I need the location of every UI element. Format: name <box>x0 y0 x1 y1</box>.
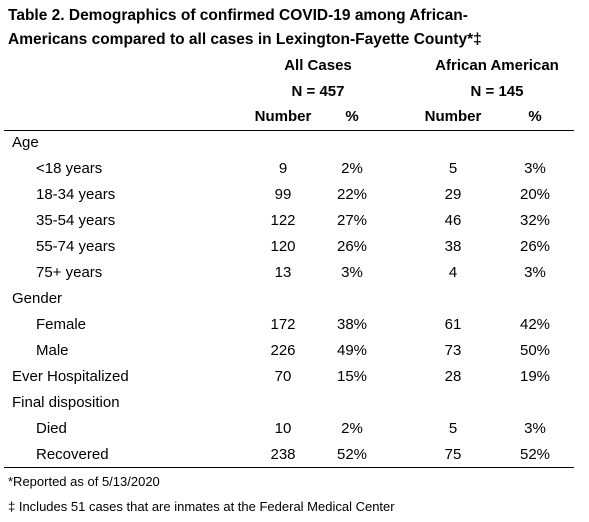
row-label: 55-74 years <box>36 238 116 255</box>
cell: 28 <box>444 368 462 385</box>
cell: 238 <box>270 446 296 463</box>
cell: 52% <box>519 446 551 463</box>
column-header: Number <box>424 108 482 125</box>
row-label: 75+ years <box>36 264 103 281</box>
cell: 22% <box>336 186 368 203</box>
group-n: N = 145 <box>470 83 524 100</box>
cell: 3% <box>524 160 546 177</box>
cell: 49% <box>336 342 368 359</box>
title-line: Table 2. Demographics of confirmed COVID… <box>8 7 468 24</box>
cell: 46 <box>444 212 462 229</box>
group-header: All Cases <box>284 57 352 74</box>
row-label: Died <box>36 420 67 437</box>
group-header: African American <box>435 57 559 74</box>
footnote: ‡ Includes 51 cases that are inmates at … <box>8 499 395 514</box>
header-rule <box>4 130 574 131</box>
footnote: *Reported as of 5/13/2020 <box>8 474 160 489</box>
row-label: 18-34 years <box>36 186 116 203</box>
cell: 27% <box>336 212 368 229</box>
cell: 3% <box>524 264 546 281</box>
cell: 5 <box>448 420 458 437</box>
cell: 70 <box>274 368 292 385</box>
cell: 29 <box>444 186 462 203</box>
row-label: Age <box>12 134 39 151</box>
cell: 4 <box>448 264 458 281</box>
title-line: Americans compared to all cases in Lexin… <box>8 31 482 48</box>
row-label: Female <box>36 316 87 333</box>
cell: 3% <box>341 264 363 281</box>
column-header: % <box>345 108 359 125</box>
row-label: 35-54 years <box>36 212 116 229</box>
cell: 75 <box>444 446 462 463</box>
cell: 9 <box>278 160 288 177</box>
group-n: N = 457 <box>291 83 345 100</box>
cell: 3% <box>524 420 546 437</box>
row-label: Gender <box>12 290 63 307</box>
cell: 10 <box>274 420 292 437</box>
cell: 26% <box>519 238 551 255</box>
cell: 226 <box>270 342 296 359</box>
cell: 73 <box>444 342 462 359</box>
cell: 42% <box>519 316 551 333</box>
cell: 20% <box>519 186 551 203</box>
cell: 99 <box>274 186 292 203</box>
cell: 61 <box>444 316 462 333</box>
cell: 38% <box>336 316 368 333</box>
row-label: <18 years <box>36 160 103 177</box>
row-label: Male <box>36 342 69 359</box>
column-header: % <box>528 108 542 125</box>
bottom-rule <box>4 467 574 468</box>
row-label: Final disposition <box>12 394 120 411</box>
cell: 122 <box>270 212 296 229</box>
cell: 2% <box>341 160 363 177</box>
cell: 38 <box>444 238 462 255</box>
row-label: Ever Hospitalized <box>12 368 129 385</box>
cell: 52% <box>336 446 368 463</box>
cell: 2% <box>341 420 363 437</box>
cell: 172 <box>270 316 296 333</box>
cell: 13 <box>274 264 292 281</box>
cell: 50% <box>519 342 551 359</box>
column-header: Number <box>254 108 312 125</box>
cell: 120 <box>270 238 296 255</box>
cell: 26% <box>336 238 368 255</box>
cell: 32% <box>519 212 551 229</box>
row-label: Recovered <box>36 446 109 463</box>
cell: 15% <box>336 368 368 385</box>
cell: 5 <box>448 160 458 177</box>
cell: 19% <box>519 368 551 385</box>
